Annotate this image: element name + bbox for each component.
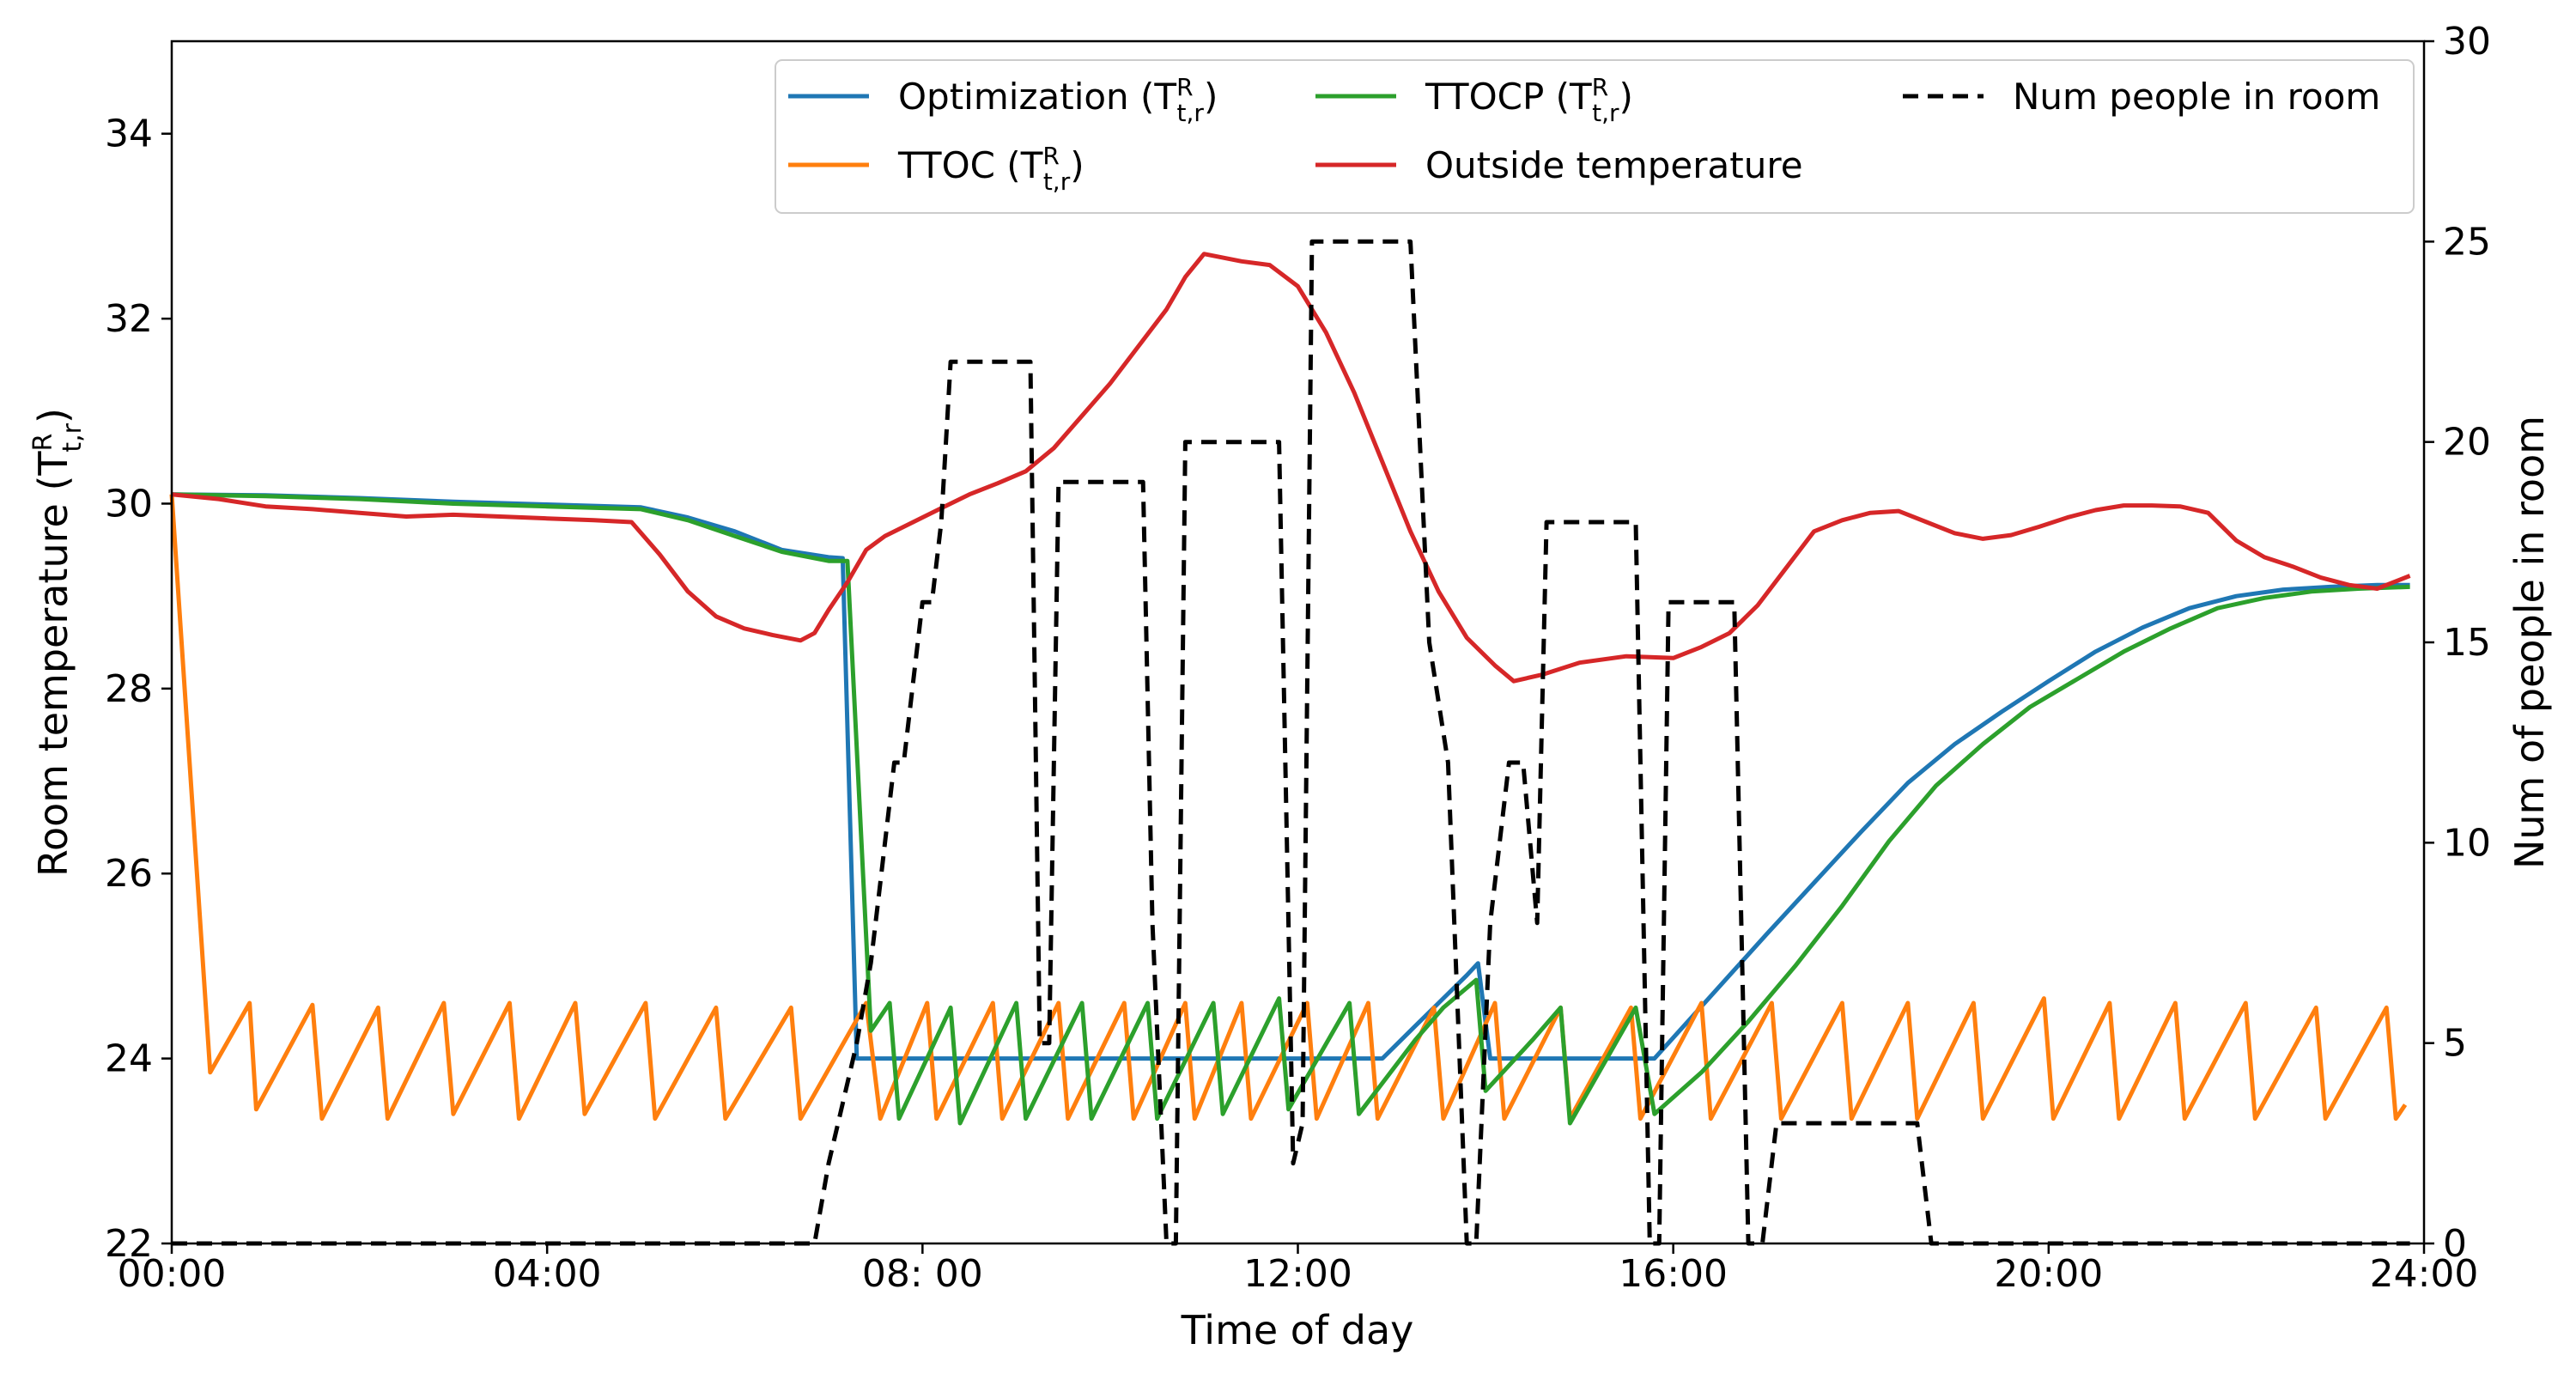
x-tick-label: 12:00 <box>1243 1252 1352 1296</box>
series-line-ttocp <box>171 492 2410 1126</box>
legend-label-optimization: Optimization (TR t,r) <box>898 73 1218 127</box>
y2-tick-label: 5 <box>2443 1022 2467 1066</box>
x-tick-label: 20:00 <box>1994 1252 2103 1296</box>
y2-tick-label: 20 <box>2443 421 2491 465</box>
legend-label-people: Num people in room <box>2013 76 2380 118</box>
y-tick-label: 30 <box>105 482 153 526</box>
x-axis: 00:00 04:00 08: 00 12:00 16:00 20:00 24:00 <box>118 1243 2479 1296</box>
legend-label-ttocp: TTOCP (TR t,r) <box>1425 73 1633 127</box>
y2-tick-label: 25 <box>2443 220 2491 264</box>
y-axis-label-close: ) <box>30 408 76 423</box>
y-axis-label-sub: t,r <box>58 423 88 452</box>
y-tick-label: 24 <box>105 1037 153 1081</box>
y2-tick-label: 10 <box>2443 821 2491 865</box>
y2-tick-label: 15 <box>2443 621 2491 665</box>
y2-tick-label: 30 <box>2443 20 2491 64</box>
legend-label-ttoc: TTOC (TR t,r) <box>897 142 1084 196</box>
series-line-ttoc <box>169 494 2408 1122</box>
y-axis-label: Room temperature (TRt,r) <box>28 408 88 877</box>
x-tick-label: 08: 00 <box>862 1252 983 1296</box>
x-tick-label: 16:00 <box>1619 1252 1728 1296</box>
y2-tick-label: 0 <box>2443 1222 2467 1266</box>
y-axis-label-text: Room temperature (T <box>30 451 76 877</box>
x-axis-label: Time of day <box>1181 1307 1414 1353</box>
y-axis-label-sup: R <box>28 434 58 452</box>
legend-box <box>775 59 2415 214</box>
y-tick-label: 26 <box>105 852 153 896</box>
y-tick-label: 32 <box>105 297 153 341</box>
y-tick-label: 34 <box>105 112 153 156</box>
y-axis-right: 0 5 10 15 20 25 30 <box>2424 20 2491 1266</box>
series-line-people <box>172 239 2410 1246</box>
series-line-optimization <box>171 492 2410 1061</box>
series-layer <box>169 239 2411 1246</box>
legend: Optimization (TR t,r) TTOC (TR t,r) TTOCP (T… <box>775 59 2415 214</box>
legend-label-outside: Outside temperature <box>1425 144 1803 186</box>
y-tick-label: 22 <box>105 1222 153 1266</box>
y2-axis-label: Num of people in room <box>2506 416 2553 869</box>
x-tick-label: 04:00 <box>493 1252 602 1296</box>
y-axis-left: 22 24 26 28 30 32 34 <box>105 112 172 1266</box>
series-line-outside <box>171 252 2411 684</box>
y-tick-label: 28 <box>105 667 153 711</box>
x-tick-label: 00:00 <box>118 1252 227 1296</box>
x-tick-label: 24:00 <box>2370 1252 2479 1296</box>
